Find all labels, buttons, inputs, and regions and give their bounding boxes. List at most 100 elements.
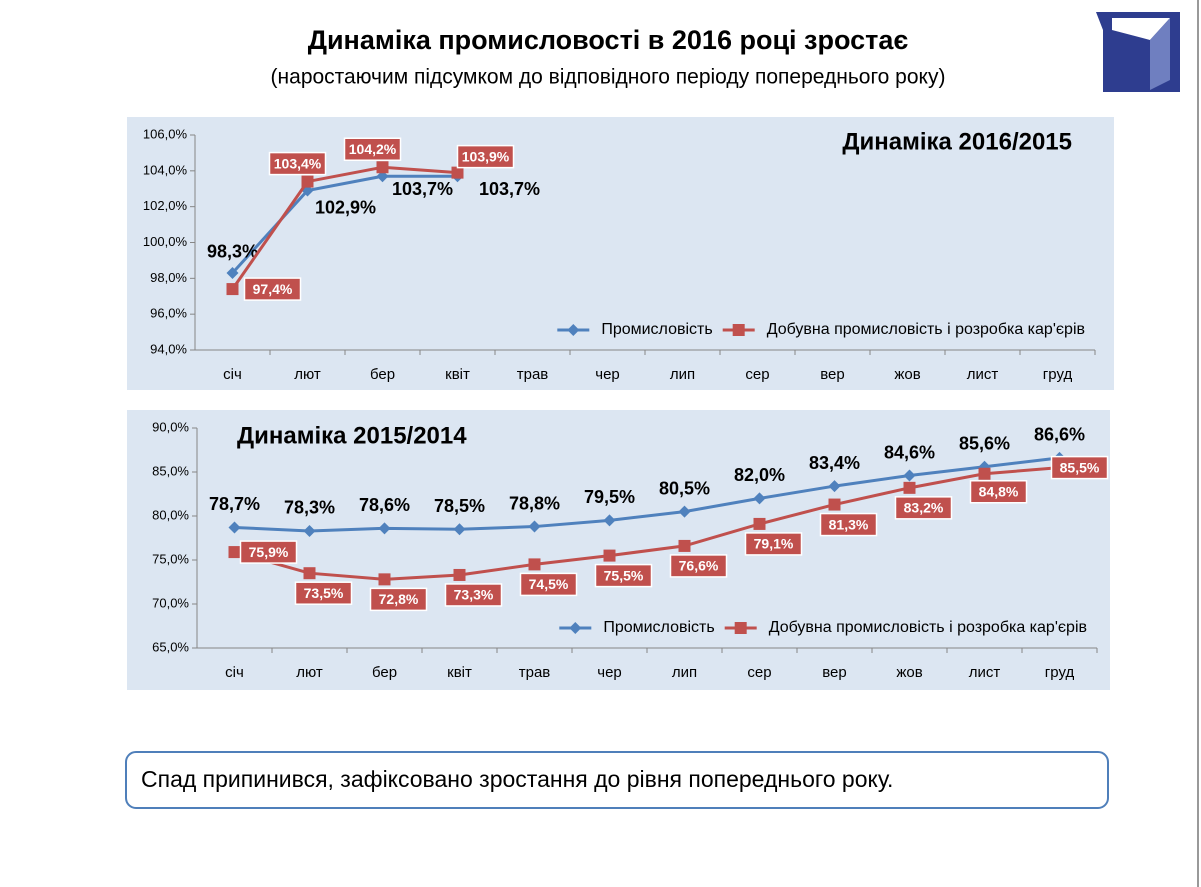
y-tick-label: 75,0%	[152, 551, 189, 566]
point-marker	[226, 283, 239, 296]
data-label: 75,5%	[604, 567, 644, 583]
data-label-box	[969, 480, 1028, 504]
point-marker	[603, 514, 616, 527]
y-tick-label: 106,0%	[143, 126, 188, 141]
y-tick-label: 80,0%	[152, 507, 189, 522]
x-tick-label: чер	[595, 366, 620, 383]
data-label: 78,7%	[209, 494, 260, 514]
point-marker	[228, 521, 241, 534]
data-label: 102,9%	[315, 197, 376, 217]
x-tick-label: жов	[894, 366, 920, 383]
point-marker	[453, 523, 466, 536]
data-label-box	[268, 151, 327, 176]
x-tick-label: лип	[670, 366, 695, 383]
point-marker	[678, 505, 691, 518]
data-label: 103,4%	[274, 155, 322, 171]
data-label: 73,3%	[454, 587, 494, 603]
logo-cut	[1112, 18, 1170, 40]
data-label: 76,6%	[679, 558, 719, 574]
y-tick-label: 98,0%	[150, 270, 187, 285]
data-label: 84,8%	[979, 483, 1019, 499]
x-tick-label: трав	[517, 366, 549, 383]
y-tick-label: 102,0%	[143, 198, 188, 213]
chart: Динаміка 2016/2015 94,0% 96,0% 98,0% 100,0% 1…	[127, 117, 1114, 390]
point-marker	[753, 517, 766, 530]
chart: Динаміка 2015/2014 65,0% 70,0% 75,0% 80,0% 85…	[127, 410, 1110, 690]
legend-marker	[569, 622, 582, 634]
data-label: 74,5%	[529, 576, 569, 592]
data-label-box	[1050, 455, 1109, 480]
point-marker	[226, 266, 239, 279]
x-tick-label: бер	[370, 366, 395, 383]
legend-label: Промисловість	[603, 619, 714, 636]
data-label-box	[369, 587, 428, 612]
data-label: 98,3%	[207, 242, 258, 262]
slide-title: Динаміка промисловості в 2016 році зрост…	[308, 25, 909, 55]
series-line	[234, 456, 1060, 533]
data-label-box	[239, 540, 298, 564]
point-marker	[453, 568, 466, 581]
point-marker	[828, 498, 841, 511]
data-label: 79,5%	[584, 487, 635, 507]
legend-label: Промисловість	[601, 321, 712, 338]
x-tick-label: груд	[1043, 366, 1073, 383]
data-label-box	[294, 581, 353, 605]
point-marker	[603, 549, 616, 562]
data-label-box	[669, 554, 728, 578]
x-tick-label: сер	[747, 664, 771, 681]
data-label-box	[744, 532, 803, 556]
x-tick-label: лют	[294, 366, 321, 383]
y-tick-label: 94,0%	[150, 341, 187, 356]
data-label-box	[456, 144, 515, 169]
point-marker	[528, 520, 541, 533]
x-tick-label: лист	[967, 366, 999, 383]
series-line	[231, 165, 458, 290]
y-tick-label: 65,0%	[152, 639, 189, 654]
data-label: 85,6%	[959, 433, 1010, 453]
point-marker	[678, 539, 691, 552]
data-label-box	[819, 512, 878, 537]
point-marker	[753, 492, 766, 505]
data-label: 78,3%	[284, 498, 335, 518]
data-label-box	[444, 583, 503, 607]
legend-marker	[732, 324, 745, 336]
point-marker	[528, 558, 541, 571]
y-tick-label: 100,0%	[143, 234, 188, 249]
x-tick-label: вер	[820, 366, 845, 383]
x-tick-label: вер	[822, 664, 847, 681]
y-tick-label: 104,0%	[143, 162, 188, 177]
legend-label: Добувна промисловість і розробка кар'єрі…	[767, 321, 1085, 338]
x-tick-label: лип	[672, 664, 697, 681]
x-tick-label: лют	[296, 664, 323, 681]
x-tick-label: квіт	[445, 366, 470, 383]
data-label: 82,0%	[734, 465, 785, 485]
series-line	[231, 174, 458, 274]
point-marker	[903, 481, 916, 494]
x-tick-label: сер	[745, 366, 769, 383]
point-marker	[301, 175, 314, 188]
y-tick-label: 85,0%	[152, 463, 189, 478]
point-marker	[378, 573, 391, 586]
data-label-box	[519, 572, 578, 597]
logo-side	[1150, 18, 1170, 90]
logo	[1096, 12, 1180, 92]
data-label-box	[343, 137, 402, 161]
point-marker	[303, 524, 316, 537]
data-label: 78,5%	[434, 496, 485, 516]
x-tick-label: чер	[597, 664, 622, 681]
data-label-box	[594, 563, 653, 588]
data-label: 97,4%	[253, 281, 293, 297]
data-label: 79,1%	[754, 536, 794, 552]
x-tick-label: квіт	[447, 664, 472, 681]
chart-title: Динаміка 2016/2015	[842, 128, 1072, 155]
x-tick-label: лист	[969, 664, 1001, 681]
y-tick-label: 70,0%	[152, 595, 189, 610]
point-marker	[376, 161, 389, 174]
data-label: 85,5%	[1060, 459, 1100, 475]
legend-marker	[734, 622, 747, 634]
data-label: 103,7%	[479, 179, 540, 199]
data-label: 73,5%	[304, 585, 344, 601]
data-label-box	[243, 277, 302, 301]
legend-marker	[567, 324, 580, 336]
